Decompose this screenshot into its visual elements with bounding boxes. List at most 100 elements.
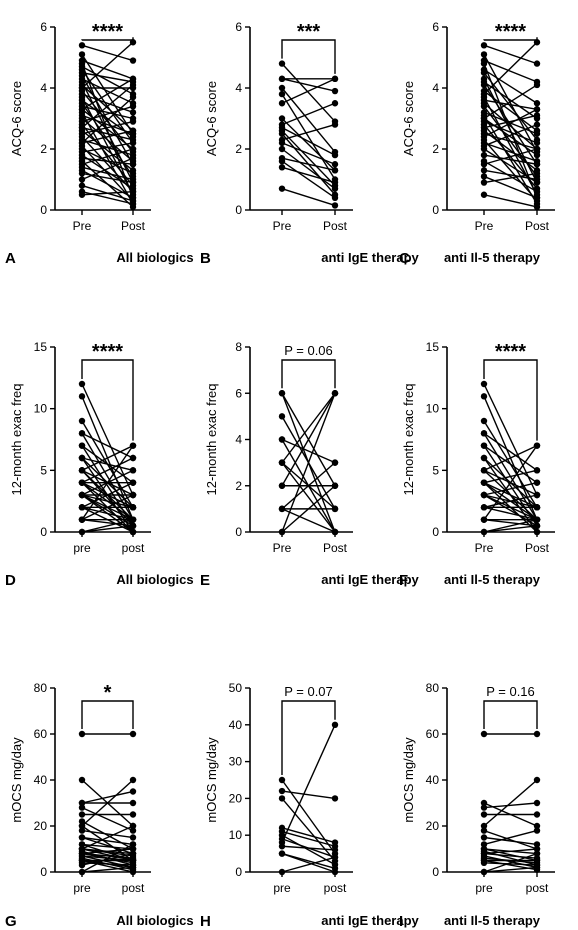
pair-line: [483, 194, 538, 208]
pre-point: [278, 158, 286, 165]
pair-line: [281, 78, 336, 104]
pair-line: [281, 123, 336, 141]
pair-line: [483, 862, 538, 866]
pair-line: [81, 836, 134, 846]
pre-point: [78, 467, 86, 474]
panel-h: 0 10 20 30 40 50 pre post mOCS mg/day P = 0.07 H an…: [200, 681, 420, 930]
y-tick-label: 20: [229, 791, 243, 805]
post-point: [533, 106, 541, 113]
pre-point: [480, 103, 488, 110]
y-tick-label: 40: [426, 773, 440, 787]
post-point: [129, 93, 137, 101]
pair-line: [81, 518, 134, 533]
panel-caption: anti Il-5 therapy: [444, 572, 541, 587]
pre-point: [78, 811, 86, 818]
pair-line: [483, 99, 538, 111]
post-point: [129, 850, 137, 857]
pair-line: [81, 108, 134, 150]
pair-line: [483, 469, 538, 484]
pre-point: [278, 868, 286, 876]
y-tick-label: 0: [40, 525, 47, 539]
post-point: [533, 60, 541, 67]
pair-line: [483, 518, 538, 533]
pair-line: [81, 506, 134, 521]
y-tick-label: 8: [235, 340, 242, 354]
pair-line: [81, 469, 134, 527]
pair-line: [281, 462, 336, 510]
post-point: [533, 776, 541, 784]
post-point: [129, 154, 137, 162]
pre-point: [78, 861, 86, 869]
post-point: [129, 522, 137, 530]
pre-point: [278, 776, 286, 784]
pair-line: [81, 836, 134, 855]
pre-point: [278, 130, 286, 137]
panel-caption: All biologics: [116, 572, 193, 587]
pair-line: [483, 482, 538, 508]
pair-line: [483, 525, 538, 533]
pair-line: [281, 142, 336, 165]
post-point: [129, 479, 137, 486]
pre-point: [480, 504, 488, 511]
pre-point: [480, 151, 488, 159]
y-axis-label: mOCS mg/day: [9, 737, 24, 823]
post-point: [129, 118, 137, 125]
y-tick-label: 0: [432, 865, 439, 879]
pair-line: [483, 169, 538, 181]
post-point: [533, 730, 541, 738]
pair-line: [483, 779, 538, 827]
pair-line: [281, 438, 336, 464]
post-point: [533, 81, 541, 89]
y-axis-label: ACQ-6 score: [9, 81, 24, 156]
post-point: [533, 516, 541, 523]
pair-line: [281, 130, 336, 187]
post-point: [533, 864, 541, 871]
pair-line: [81, 825, 134, 850]
pair-line: [81, 494, 134, 521]
post-point: [533, 467, 541, 474]
pre-point: [480, 811, 488, 818]
significance-bracket: [81, 37, 134, 41]
x-tick-label-pre: pre: [475, 881, 493, 895]
post-point: [331, 528, 339, 536]
pair-line: [81, 829, 134, 839]
post-point: [129, 811, 137, 818]
y-tick-label: 2: [235, 142, 242, 156]
pair-line: [281, 485, 336, 533]
pre-point: [78, 804, 86, 811]
x-tick-label-post: Post: [323, 219, 348, 233]
post-point: [331, 721, 339, 728]
post-point: [331, 854, 339, 861]
x-tick-label-pre: Pre: [73, 219, 92, 233]
pair-line: [281, 845, 336, 851]
y-axis-label: ACQ-6 score: [204, 81, 219, 156]
pair-line: [81, 172, 134, 184]
y-tick-label: 0: [40, 865, 47, 879]
pair-line: [81, 78, 134, 110]
pre-point: [278, 60, 286, 67]
post-point: [331, 482, 339, 489]
post-point: [129, 827, 137, 834]
pre-point: [78, 841, 86, 848]
pair-line: [281, 827, 336, 844]
post-point: [533, 850, 541, 857]
pre-point: [480, 133, 488, 140]
post-point: [129, 730, 137, 738]
y-tick-label: 10: [34, 402, 48, 416]
post-point: [533, 170, 541, 177]
y-tick-label: 10: [229, 828, 243, 842]
pair-line: [81, 518, 134, 527]
post-point: [129, 868, 137, 876]
y-tick-label: 0: [235, 525, 242, 539]
pre-point: [78, 818, 86, 825]
pair-line: [483, 802, 538, 809]
panel-caption: anti Il-5 therapy: [444, 913, 541, 928]
post-point: [331, 179, 339, 186]
pre-point: [480, 191, 488, 198]
post-point: [129, 442, 137, 449]
x-tick-label-pre: pre: [73, 541, 91, 555]
pair-line: [483, 130, 538, 171]
pre-point: [78, 834, 86, 841]
pair-line: [81, 852, 134, 866]
